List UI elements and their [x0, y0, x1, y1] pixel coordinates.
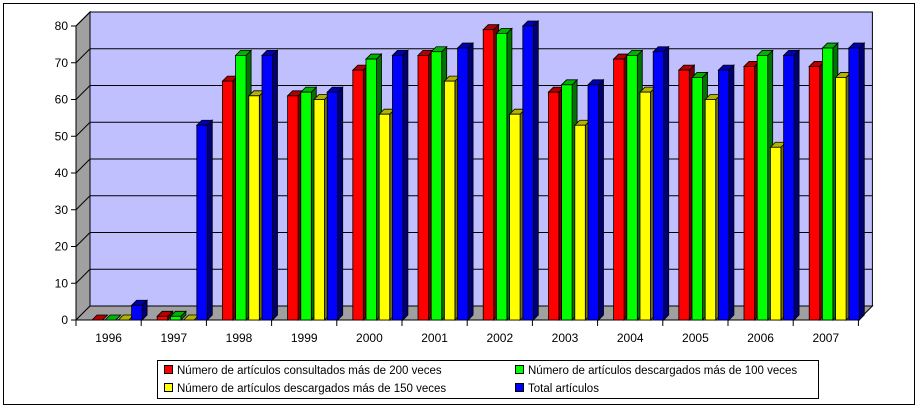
legend-label: Número de artículos consultados más de 2… [177, 365, 442, 377]
bar [587, 78, 605, 321]
bar [261, 49, 279, 321]
legend: Número de artículos consultados más de 2… [157, 360, 819, 399]
gridline [75, 85, 873, 100]
legend-swatch [164, 383, 173, 393]
chart-frame: 0 10 20 30 40 50 60 70 80 1996 1997 1998 1999 2000 200… [3, 3, 915, 405]
y-tick-label: 40 [55, 166, 69, 180]
bar [195, 119, 214, 321]
y-tick-label: 0 [61, 313, 68, 327]
bar [326, 86, 344, 321]
y-tick-label: 80 [55, 19, 69, 33]
bar [717, 64, 735, 321]
gridline [75, 158, 873, 174]
bar [169, 310, 187, 321]
gridline [75, 268, 873, 284]
legend-swatch [164, 365, 173, 375]
bar [847, 42, 866, 321]
y-tick-label: 20 [55, 240, 69, 254]
x-tick-label: 2006 [747, 331, 774, 345]
x-tick-label: 2002 [486, 331, 513, 345]
legend-item: Número de artículos consultados más de 2… [164, 363, 442, 379]
bar [130, 299, 149, 321]
x-tick-label: 1997 [160, 331, 187, 345]
legend-label: Número de artículos descargados más de 1… [528, 365, 798, 377]
y-tick-label: 70 [55, 56, 69, 70]
x-tick-label: 2001 [421, 331, 448, 345]
x-tick-label: 1998 [226, 331, 253, 345]
x-tick-label: 2003 [552, 331, 579, 345]
bar [456, 42, 475, 321]
bar [104, 314, 122, 321]
bar [652, 45, 670, 321]
x-tick-label: 2000 [356, 331, 383, 345]
bar [521, 20, 540, 321]
gridline [75, 48, 873, 64]
legend-label: Total artículos [528, 383, 599, 395]
gridline [75, 121, 873, 137]
y-tick-label: 30 [55, 203, 69, 217]
y-tick-label: 60 [55, 93, 69, 107]
legend-swatch [515, 365, 524, 375]
gridline [75, 232, 873, 247]
legend-swatch [515, 383, 524, 393]
bar [391, 49, 409, 321]
x-tick-label: 1999 [291, 331, 318, 345]
x-tick-label: 2007 [812, 331, 839, 345]
gridline [75, 11, 873, 27]
x-tick-label: 1996 [95, 331, 122, 345]
legend-item: Total artículos [515, 381, 599, 397]
y-tick-label: 50 [55, 129, 69, 143]
bar [91, 314, 109, 321]
bar [782, 49, 801, 321]
gridline [75, 195, 873, 211]
legend-item: Número de artículos descargados más de 1… [164, 381, 446, 397]
legend-item: Número de artículos descargados más de 1… [515, 363, 797, 379]
x-tick-label: 2005 [682, 331, 709, 345]
legend-label: Número de artículos descargados más de 1… [177, 383, 447, 395]
bar-chart: 0 10 20 30 40 50 60 70 80 1996 1997 1998 1999 2000 200… [55, 10, 874, 345]
y-tick-label: 10 [55, 276, 69, 290]
x-tick-label: 2004 [617, 331, 644, 345]
